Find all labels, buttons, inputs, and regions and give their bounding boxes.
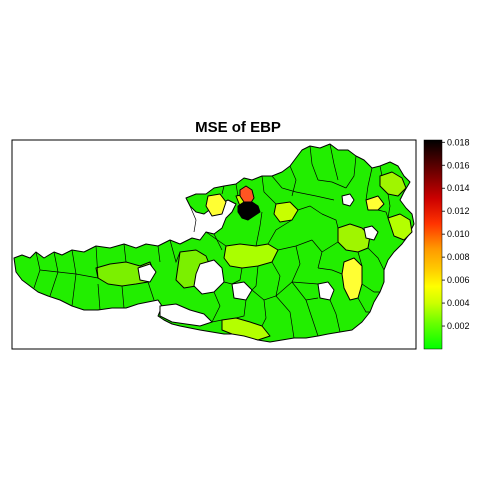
- region-missing-south: [159, 303, 213, 327]
- colorbar: [423, 139, 443, 350]
- colorbar-tick-label: 0.016: [447, 160, 470, 170]
- region-missing-east: [317, 281, 335, 301]
- district-boundaries: [33, 143, 391, 339]
- colorbar-tick-label: 0.004: [447, 298, 470, 308]
- region-orange-north: [239, 185, 255, 205]
- region-missing-middle: [231, 281, 253, 301]
- austria-outline: [13, 143, 415, 343]
- region-black-linz: [237, 201, 261, 221]
- map-title: MSE of EBP: [195, 119, 281, 136]
- colorbar-ticks: 0.002 0.004 0.006 0.008 0.010 0.012 0.014 0.016…: [442, 137, 470, 331]
- colorbar-tick-label: 0.010: [447, 229, 470, 239]
- region-yellowgreen-vienna-s: [387, 213, 413, 241]
- region-yellowgreen-south: [221, 317, 271, 341]
- region-missing-west: [137, 263, 157, 283]
- colorbar-tick-label: 0.014: [447, 183, 470, 193]
- region-yellowgreen-ne: [379, 171, 407, 197]
- colorbar-legend: 0.002 0.004 0.006 0.008 0.010 0.012 0.014 0.016…: [423, 137, 470, 350]
- colorbar-tick-label: 0.006: [447, 275, 470, 285]
- colorbar-tick-label: 0.008: [447, 252, 470, 262]
- region-yellow-ne: [365, 195, 385, 211]
- region-missing-lake: [363, 225, 379, 241]
- colorbar-tick-label: 0.018: [447, 137, 470, 147]
- region-yellow-north: [205, 193, 227, 217]
- region-missing-vienna: [341, 193, 355, 207]
- colorbar-tick-label: 0.012: [447, 206, 470, 216]
- choropleth-map: [13, 143, 415, 343]
- colorbar-tick-label: 0.002: [447, 321, 470, 331]
